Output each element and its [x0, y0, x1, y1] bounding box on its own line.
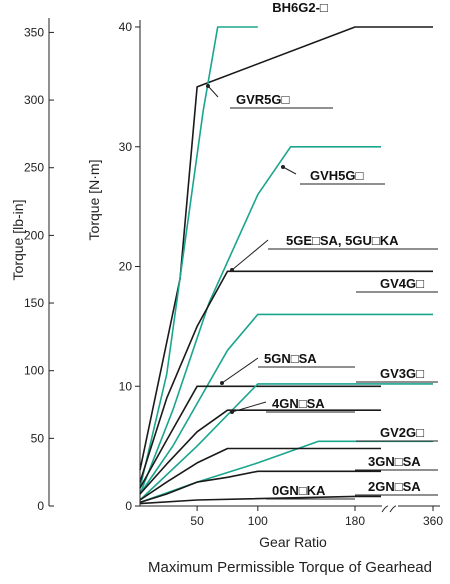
x-tick-label: 50: [190, 514, 204, 528]
label-leader-arrowhead: [230, 268, 234, 272]
label-leader-line: [231, 239, 269, 271]
y-left-tick-label: 250: [24, 161, 44, 175]
series-label-6: GV3G□: [380, 366, 424, 381]
series-label-11: 0GN□KA: [272, 483, 326, 498]
y-inner-tick-label: 30: [119, 140, 133, 154]
series-label-2: GVH5G□: [310, 168, 364, 183]
axis-break-mark: [381, 505, 397, 513]
y-inner-tick-label: 40: [119, 20, 133, 34]
label-leader-line: [207, 85, 219, 98]
y-left-tick-label: 100: [24, 364, 44, 378]
series-label-3: 5GE□SA, 5GU□KA: [286, 233, 399, 248]
label-layer: BH6G2-□ GVR5G□ GVH5G□ 5GE□SA, 5GU□KA GV4G□ 5G…: [206, 0, 438, 500]
series-line-6: [139, 383, 433, 501]
chart-caption: Maximum Permissible Torque of Gearhead: [148, 559, 432, 576]
series-label-7: 4GN□SA: [272, 396, 325, 411]
y-left-tick-label: 150: [24, 296, 44, 310]
series-line-7: [139, 409, 381, 495]
label-leader-arrowhead: [230, 410, 234, 414]
label-leader-arrowhead: [281, 165, 285, 169]
y-axis-title-inner: Torque [N·m]: [86, 160, 102, 241]
series-line-5: [139, 385, 381, 489]
y-axis-title-left: Torque [lb-in]: [10, 200, 26, 281]
series-label-0: BH6G2-□: [272, 0, 328, 15]
y-left-tick-label: 0: [37, 499, 44, 513]
x-tick-label: 360: [423, 514, 443, 528]
series-line-1: [139, 26, 258, 489]
series-label-9: 3GN□SA: [368, 454, 421, 469]
series-line-10: [139, 470, 381, 504]
series-line-9: [139, 447, 381, 501]
series-label-1: GVR5G□: [236, 92, 290, 107]
y-inner-tick-label: 0: [125, 499, 132, 513]
series-label-5: 5GN□SA: [264, 351, 317, 366]
series-label-4: GV4G□: [380, 276, 424, 291]
y-left-tick-label: 50: [31, 431, 45, 445]
series-line-0: [139, 26, 433, 471]
label-leader-arrowhead: [206, 84, 210, 88]
y-inner-tick-label: 20: [119, 260, 133, 274]
y-left-tick-label: 200: [24, 228, 44, 242]
series-line-11: [139, 495, 381, 505]
label-leader-arrowhead: [220, 381, 224, 385]
x-tick-label: 180: [345, 514, 365, 528]
y-inner-tick-label: 10: [119, 379, 133, 393]
series-label-8: GV2G□: [380, 425, 424, 440]
label-leader-line: [231, 401, 267, 413]
series-layer: [139, 26, 433, 505]
series-label-10: 2GN□SA: [368, 479, 421, 494]
series-line-2: [139, 146, 381, 495]
label-leader-line: [221, 357, 259, 384]
axis-layer: 0 10 20 30 40 0 50 100 150 200 250 300 350 50 100 180 36…: [24, 18, 443, 528]
series-line-4: [139, 313, 433, 495]
x-tick-label: 100: [248, 514, 268, 528]
label-leader-line: [282, 166, 297, 175]
x-axis-title: Gear Ratio: [259, 534, 327, 550]
y-left-tick-label: 300: [24, 93, 44, 107]
y-left-tick-label: 350: [24, 25, 44, 39]
series-line-3: [139, 270, 433, 483]
